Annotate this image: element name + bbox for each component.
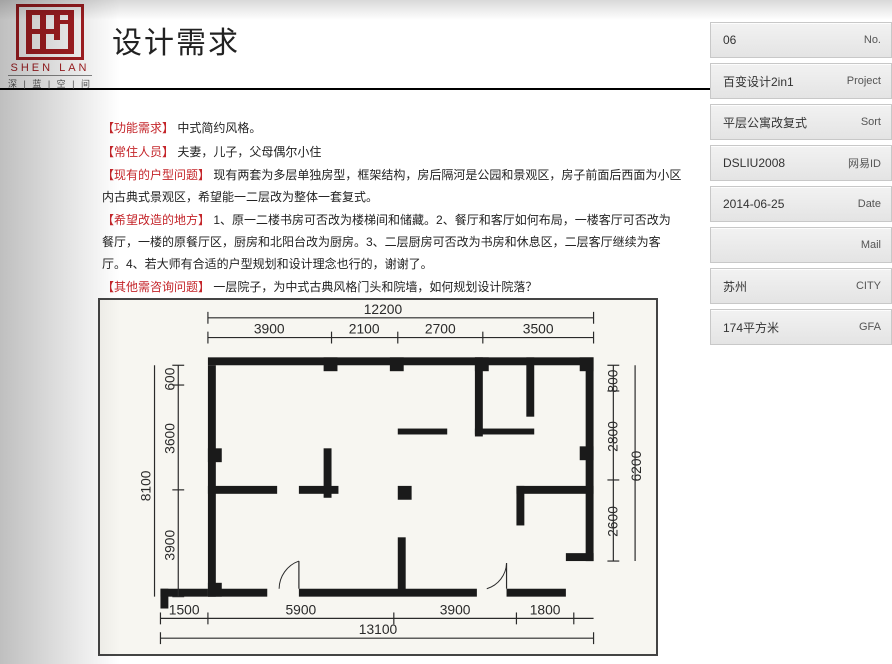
section-label: 【其他需咨询问题】 [102,280,210,294]
page-title: 设计需求 [100,0,240,62]
dim-left-3: 3900 [161,530,177,561]
section-other: 【其他需咨询问题】 一层院子，为中式古典风格门头和院墙，如何规划设计院落？ [102,277,682,299]
info-label: 网易ID [848,155,881,171]
dim-bot-1: 1500 [169,601,200,617]
info-value: 百变设计2in1 [723,73,847,90]
info-value: 苏州 [723,278,856,295]
info-value: 06 [723,33,864,47]
section-text: 一层院子，为中式古典风格门头和院墙，如何规划设计院落？ [213,280,537,294]
floorplan-svg: 12200 3900 2100 2700 3500 8100 [100,300,656,654]
info-row-sort: 平层公寓改复式 Sort [710,104,892,140]
section-label: 【功能需求】 [102,121,174,135]
dim-left-total: 8100 [138,470,154,501]
dim-top-3: 2700 [425,321,456,337]
section-label: 【现有的户型问题】 [102,168,210,182]
dim-bot-2: 5900 [285,601,316,617]
info-row-gfa: 174平方米 GFA [710,309,892,345]
info-label: No. [864,34,881,46]
info-value: DSLIU2008 [723,156,848,170]
info-row-city: 苏州 CITY [710,268,892,304]
info-row-project: 百变设计2in1 Project [710,63,892,99]
section-function: 【功能需求】 中式简约风格。 [102,118,682,140]
info-row-netid: DSLIU2008 网易ID [710,145,892,181]
info-label: Project [847,75,881,87]
info-value: 2014-06-25 [723,197,858,211]
info-label: CITY [856,280,881,292]
dim-left-1: 600 [161,367,177,390]
dim-bot-total: 13100 [359,621,398,637]
info-label: Sort [861,116,881,128]
info-value: 174平方米 [723,319,859,336]
floorplan-image: 12200 3900 2100 2700 3500 8100 [98,298,658,656]
section-renovate: 【希望改造的地方】 1、原一二楼书房可否改为楼梯间和储藏。2、餐厅和客厅如何布局… [102,210,682,275]
section-problems: 【现有的户型问题】 现有两套为多层单独房型，框架结构，房后隔河是公园和景观区，房… [102,165,682,208]
info-value: 平层公寓改复式 [723,114,861,131]
dim-right-2: 2800 [604,421,620,452]
logo: SHEN LAN 深 | 蓝 | 空 | 间 [0,0,100,90]
info-label: Date [858,198,881,210]
dim-top-total: 12200 [364,301,403,317]
logo-mark [16,4,84,60]
info-row-mail: Mail [710,227,892,263]
dim-bot-3: 3900 [440,601,471,617]
dim-right-1: 800 [604,369,620,392]
dim-top-4: 3500 [523,321,554,337]
section-label: 【常住人员】 [102,145,174,159]
info-row-date: 2014-06-25 Date [710,186,892,222]
dim-left-2: 3600 [161,423,177,454]
info-panel: 06 No. 百变设计2in1 Project 平层公寓改复式 Sort DSL… [710,22,892,350]
section-residents: 【常住人员】 夫妻，儿子，父母偶尔小住 [102,142,682,164]
section-label: 【希望改造的地方】 [102,213,210,227]
dim-right-total: 6200 [628,450,644,481]
logo-text-cn: 深 | 蓝 | 空 | 间 [8,75,92,90]
section-text: 夫妻，儿子，父母偶尔小住 [177,145,321,159]
section-text: 中式简约风格。 [177,121,261,135]
dim-right-3: 2600 [604,506,620,537]
content-body: 【功能需求】 中式简约风格。 【常住人员】 夫妻，儿子，父母偶尔小住 【现有的户… [102,118,682,324]
info-label: GFA [859,321,881,333]
dim-top-1: 3900 [254,321,285,337]
logo-text-en: SHEN LAN [10,62,89,74]
dim-bot-4: 1800 [530,601,561,617]
info-label: Mail [861,239,881,251]
dim-top-2: 2100 [349,321,380,337]
info-row-no: 06 No. [710,22,892,58]
